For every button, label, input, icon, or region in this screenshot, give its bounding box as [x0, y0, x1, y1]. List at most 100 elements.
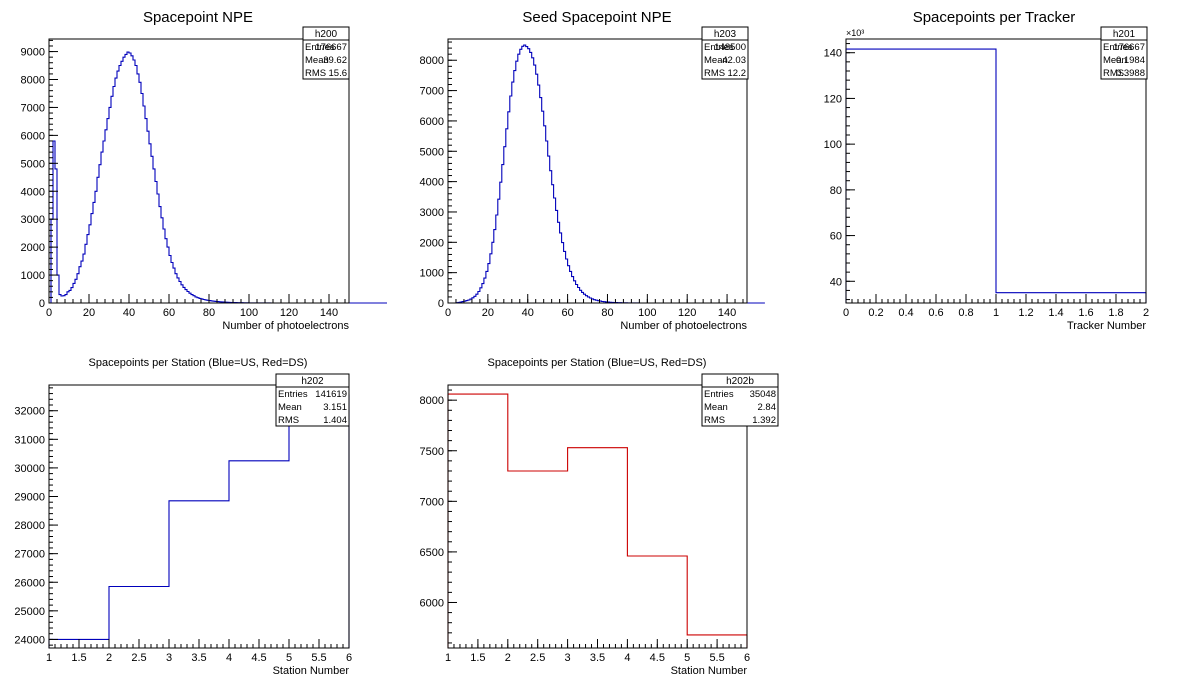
stats-value: 176667: [315, 42, 347, 53]
y-tick-label: 6000: [420, 597, 444, 609]
stats-key: Entries: [1103, 42, 1133, 53]
chart-title: Spacepoints per Tracker: [913, 9, 1076, 26]
x-tick-label: 3.5: [590, 652, 605, 664]
x-tick-label: 0: [46, 307, 52, 319]
stats-box-frame: [302, 26, 350, 80]
x-tick-label: 80: [601, 307, 613, 319]
stats-value: 42.03: [722, 55, 746, 66]
stats-box-frame: [701, 373, 779, 427]
x-axis-label: Number of photoelectrons: [620, 320, 747, 332]
chart-title: Spacepoints per Station (Blue=US, Red=DS…: [89, 357, 308, 369]
stats-key: Entries: [704, 42, 734, 53]
x-tick-label: 0.2: [868, 307, 883, 319]
x-tick-label: 60: [561, 307, 573, 319]
y-tick-label: 7000: [420, 496, 444, 508]
y-axis: 40 60 80 100 120 140 ×10³: [824, 28, 864, 301]
y-tick-label: 7500: [420, 446, 444, 458]
chart-title: Seed Spacepoint NPE: [522, 9, 671, 26]
x-tick-label: 4: [624, 652, 630, 664]
y-tick-label: 3000: [420, 207, 444, 219]
x-tick-label: 1.4: [1048, 307, 1063, 319]
stats-key: Entries: [305, 42, 335, 53]
y-tick-label: 26000: [14, 577, 45, 589]
stats-key: RMS: [704, 68, 725, 79]
y-tick-label: 140: [824, 48, 842, 60]
x-tick-label: 140: [718, 307, 736, 319]
x-tick-label: 1.2: [1018, 307, 1033, 319]
y-tick-label: 5000: [21, 158, 45, 170]
y-tick-label: 2000: [420, 237, 444, 249]
stats-box-name: h202b: [726, 376, 754, 387]
x-tick-label: 5: [684, 652, 690, 664]
stats-key: Mean: [704, 55, 728, 66]
plot-frame: [48, 38, 350, 304]
y-tick-label: 80: [830, 185, 842, 197]
stats-key: RMS: [278, 415, 299, 426]
stats-value: 1.404: [323, 415, 347, 426]
y-axis-multiplier: ×10³: [846, 28, 864, 38]
x-tick-label: 3.5: [191, 652, 206, 664]
y-tick-label: 9000: [21, 47, 45, 59]
stats-key: Entries: [278, 389, 308, 400]
stats-value: 2.84: [758, 402, 777, 413]
chart-panel-3: Spacepoints per Tracker 0 0.2 0.4 0.6 0.8 1 1.2…: [824, 9, 1149, 332]
x-tick-label: 1.6: [1078, 307, 1093, 319]
x-tick-label: 4: [226, 652, 232, 664]
x-tick-label: 0.6: [928, 307, 943, 319]
y-tick-label: 6000: [21, 130, 45, 142]
chart-title: Spacepoints per Station (Blue=US, Red=DS…: [488, 357, 707, 369]
stats-box-frame: [701, 26, 749, 80]
stats-box-name: h203: [714, 29, 737, 40]
x-tick-label: 2: [505, 652, 511, 664]
x-tick-label: 5: [286, 652, 292, 664]
y-tick-label: 8000: [21, 75, 45, 87]
x-tick-label: 0: [445, 307, 451, 319]
stats-value: 39.62: [323, 55, 347, 66]
x-tick-label: 2.5: [530, 652, 545, 664]
x-tick-label: 5.5: [311, 652, 326, 664]
stats-box-name: h201: [1113, 29, 1136, 40]
stats-key: Mean: [1103, 55, 1127, 66]
stats-key: RMS: [1103, 68, 1124, 79]
stats-value: 35048: [750, 389, 776, 400]
y-tick-label: 6000: [420, 116, 444, 128]
x-tick-label: 1.8: [1108, 307, 1123, 319]
y-tick-label: 28000: [14, 520, 45, 532]
stats-key: RMS: [305, 68, 326, 79]
y-tick-label: 100: [824, 139, 842, 151]
y-tick-label: 27000: [14, 549, 45, 561]
stats-value: 0.1984: [1116, 55, 1145, 66]
x-tick-label: 6: [346, 652, 352, 664]
x-tick-label: 60: [163, 307, 175, 319]
stats-value: 176667: [1113, 42, 1145, 53]
x-tick-label: 0.4: [898, 307, 913, 319]
stats-value: 12.2: [728, 68, 747, 79]
chart-panel-4: Spacepoints per Station (Blue=US, Red=DS…: [14, 357, 352, 677]
y-tick-label: 120: [824, 93, 842, 105]
y-tick-label: 31000: [14, 434, 45, 446]
x-tick-label: 2: [1143, 307, 1149, 319]
stats-box: h202 Entries 141619 Mean 3.151 RMS 1.404: [275, 373, 350, 427]
x-axis-label: Station Number: [273, 665, 350, 677]
x-tick-label: 3: [565, 652, 571, 664]
x-tick-label: 4.5: [650, 652, 665, 664]
stats-key: Mean: [704, 402, 728, 413]
plot-frame: [447, 38, 748, 304]
chart-panel-2: Seed Spacepoint NPE 0 20 40 60 80 100 120 140Num…: [420, 9, 765, 332]
x-tick-label: 2: [106, 652, 112, 664]
y-tick-label: 8000: [420, 55, 444, 67]
y-tick-label: 30000: [14, 463, 45, 475]
y-tick-label: 29000: [14, 491, 45, 503]
stats-box-frame: [275, 373, 350, 427]
stats-key: Entries: [704, 389, 734, 400]
stats-value: 0.3988: [1116, 68, 1145, 79]
y-tick-label: 32000: [14, 406, 45, 418]
x-tick-label: 80: [203, 307, 215, 319]
x-tick-label: 100: [240, 307, 258, 319]
